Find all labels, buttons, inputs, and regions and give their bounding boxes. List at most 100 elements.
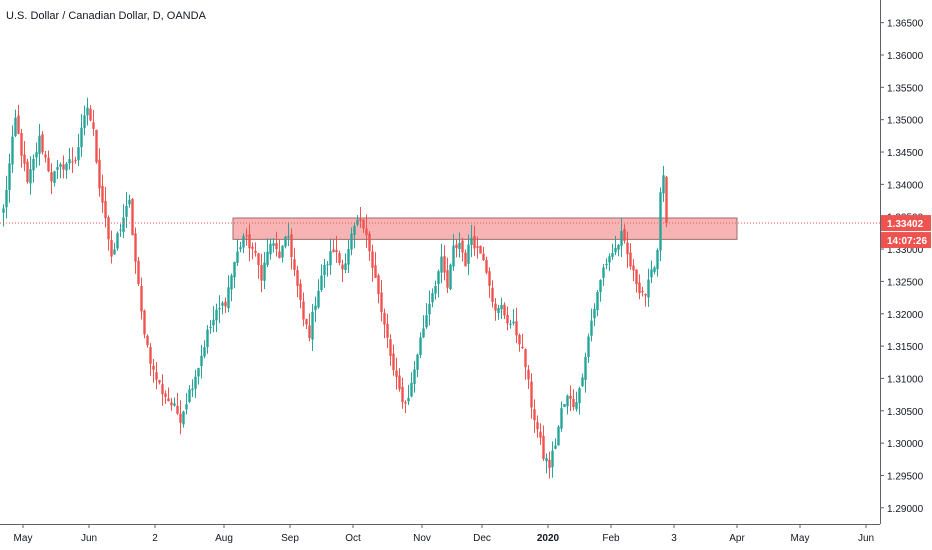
candle-body <box>473 235 476 249</box>
candle <box>509 319 512 329</box>
candle-body <box>584 356 587 380</box>
candle-body <box>467 244 470 264</box>
candle-body <box>284 236 287 247</box>
candle-body <box>26 161 29 182</box>
candle-body <box>455 244 458 248</box>
candle <box>659 187 662 262</box>
candle <box>101 174 104 213</box>
candle-body <box>125 205 128 217</box>
candle-body <box>515 321 518 336</box>
candle-body <box>542 435 545 459</box>
candle-body <box>539 431 542 438</box>
candle-body <box>491 287 494 302</box>
candle <box>152 358 155 383</box>
candle <box>656 248 659 277</box>
candle <box>554 438 557 450</box>
candle <box>95 129 98 164</box>
candle <box>266 238 269 268</box>
candle <box>287 222 290 247</box>
candle-body <box>137 260 140 284</box>
candle <box>647 268 650 307</box>
candle-body <box>593 308 596 319</box>
candle <box>497 304 500 320</box>
candle-body <box>527 369 530 380</box>
y-tick-label: 1.36000 <box>887 51 924 62</box>
candle <box>611 243 614 260</box>
resistance-zone[interactable] <box>232 217 738 240</box>
candle <box>44 151 47 163</box>
candle <box>128 194 131 208</box>
candle <box>386 313 389 348</box>
candle <box>242 233 245 254</box>
candle-body <box>236 251 239 263</box>
candle-body <box>266 251 269 265</box>
candle <box>632 259 635 282</box>
candle <box>65 162 68 179</box>
candle <box>539 423 542 445</box>
candle-body <box>161 384 164 395</box>
candle <box>329 238 332 275</box>
candle-body <box>572 398 575 407</box>
candle-body <box>341 264 344 270</box>
candle-body <box>623 228 626 241</box>
candle <box>311 303 314 352</box>
candle <box>173 397 176 407</box>
candle-body <box>461 240 464 253</box>
candle <box>185 393 188 415</box>
candle-body <box>122 217 125 232</box>
candle-body <box>194 376 197 389</box>
candle-body <box>62 164 65 170</box>
candle <box>308 313 311 342</box>
candle-body <box>98 159 101 189</box>
candle-body <box>260 264 263 281</box>
candle <box>569 385 572 412</box>
candle <box>437 269 440 298</box>
candle <box>557 424 560 446</box>
candle <box>518 333 521 352</box>
y-tick-label: 1.29500 <box>887 471 924 482</box>
candle-body <box>254 250 257 253</box>
candle-body <box>659 192 662 251</box>
candle-body <box>509 323 512 325</box>
time-axis[interactable]: May Jun 2 Aug Sep Oct Nov Dec 2020 Feb 3 Apr May Jun <box>14 524 875 544</box>
candle-body <box>11 136 14 165</box>
candle-body <box>200 355 203 367</box>
candle <box>653 265 656 275</box>
candle-body <box>113 249 116 255</box>
candle-body <box>221 302 224 306</box>
candle <box>260 253 263 293</box>
candle <box>113 242 116 255</box>
candle <box>317 279 320 309</box>
candle <box>404 400 407 414</box>
candle <box>485 256 488 275</box>
candle <box>476 236 479 259</box>
candle-body <box>206 329 209 348</box>
candle-body <box>14 117 17 136</box>
candle <box>176 393 179 415</box>
candle <box>137 257 140 286</box>
candle <box>524 348 527 380</box>
candle <box>593 303 596 327</box>
price-axis[interactable]: 1.36500 1.36000 1.35500 1.35000 1.34500 1.340… <box>880 19 924 515</box>
candle <box>143 309 146 339</box>
candle-body <box>242 236 245 248</box>
candle <box>182 410 185 428</box>
candle-body <box>560 408 563 429</box>
candle <box>635 269 638 293</box>
candle-body <box>506 314 509 324</box>
countdown-label: 14:07:26 <box>887 236 927 247</box>
candle <box>629 243 632 270</box>
candle-body <box>398 375 401 390</box>
candle-body <box>185 404 188 410</box>
candle-body <box>530 381 533 408</box>
candle-body <box>119 229 122 231</box>
candle <box>590 308 593 342</box>
candle-body <box>293 259 296 270</box>
candle-body <box>23 154 26 164</box>
candle-body <box>416 354 419 370</box>
candle-body <box>458 242 461 250</box>
candle-body <box>308 325 311 338</box>
candle <box>188 385 191 404</box>
candle <box>164 390 167 404</box>
